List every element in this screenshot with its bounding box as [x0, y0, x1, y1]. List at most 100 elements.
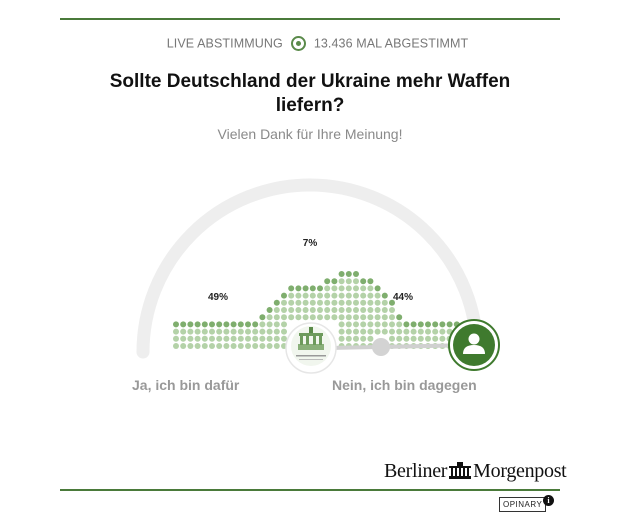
vote-dot	[173, 335, 179, 342]
vote-dot	[345, 292, 352, 299]
vote-dot	[223, 328, 230, 335]
user-icon	[463, 333, 485, 354]
yes-percentage: 49%	[208, 292, 228, 303]
vote-dot	[432, 335, 439, 342]
vote-dot	[295, 292, 302, 299]
vote-dot	[281, 314, 287, 321]
vote-dot	[353, 299, 359, 306]
vote-dot	[266, 307, 273, 313]
vote-dot	[281, 328, 287, 335]
vote-dot	[252, 328, 259, 335]
opinary-logo[interactable]: OPINARY	[499, 497, 547, 512]
vote-dot	[338, 278, 345, 285]
vote-dot	[281, 292, 287, 299]
vote-dot	[245, 335, 251, 342]
vote-dot	[374, 285, 381, 292]
vote-dot	[237, 343, 244, 349]
bottom-divider	[60, 489, 560, 491]
vote-dot	[252, 343, 259, 349]
vote-dot	[237, 321, 244, 328]
vote-dot	[252, 335, 259, 342]
vote-dot	[295, 285, 302, 292]
vote-dot	[273, 328, 280, 335]
vote-dot	[403, 335, 410, 342]
vote-dot	[266, 314, 273, 321]
vote-dot	[259, 335, 266, 342]
vote-dot	[194, 335, 201, 342]
vote-dot	[446, 321, 453, 328]
vote-dot	[281, 307, 287, 313]
vote-dot	[345, 314, 352, 321]
vote-dot	[273, 335, 280, 342]
vote-dot	[309, 299, 316, 306]
vote-dot	[180, 321, 187, 328]
vote-dot	[194, 343, 201, 349]
vote-dot	[237, 328, 244, 335]
vote-dot	[201, 335, 208, 342]
vote-dot	[273, 299, 280, 306]
vote-dot	[345, 285, 352, 292]
vote-dot	[345, 335, 352, 342]
meter-arc	[136, 178, 484, 359]
vote-dot	[194, 328, 201, 335]
live-label: LIVE ABSTIMMUNG	[166, 36, 283, 51]
vote-dot	[345, 278, 352, 285]
vote-dot	[230, 321, 237, 328]
vote-dot	[281, 299, 287, 306]
brand-logo[interactable]: Berliner Morgenpost	[384, 460, 567, 483]
vote-dot	[338, 321, 345, 328]
vote-dot	[324, 307, 331, 313]
user-vote-handle[interactable]	[448, 319, 500, 371]
info-icon[interactable]: i	[543, 495, 554, 506]
vote-dot	[266, 321, 273, 328]
live-indicator-icon	[290, 36, 306, 52]
top-divider	[60, 18, 560, 20]
vote-dot	[367, 292, 374, 299]
vote-dot	[216, 335, 223, 342]
vote-dot	[338, 271, 345, 277]
vote-dot	[338, 285, 345, 292]
vote-dot	[367, 278, 374, 285]
vote-dot	[201, 343, 208, 349]
vote-dot	[360, 335, 367, 342]
vote-dot	[317, 314, 323, 321]
vote-dot	[295, 299, 302, 306]
vote-dot	[417, 335, 424, 342]
slider-previous-position	[372, 338, 390, 356]
vote-dot	[389, 299, 395, 306]
vote-dot	[187, 335, 194, 342]
vote-dot	[417, 328, 424, 335]
vote-dot	[324, 299, 331, 306]
vote-dot	[338, 335, 345, 342]
answer-no[interactable]: Nein, ich bin dagegen	[332, 377, 477, 393]
vote-dot	[180, 343, 187, 349]
vote-dot	[425, 328, 431, 335]
vote-dot	[288, 292, 295, 299]
vote-dot	[439, 328, 446, 335]
gate-icon	[449, 462, 472, 479]
vote-dot	[266, 335, 273, 342]
vote-dot	[381, 314, 388, 321]
poll-question: Sollte Deutschland der Ukraine mehr Waff…	[109, 71, 511, 116]
vote-dot	[259, 314, 266, 321]
vote-dot	[389, 328, 395, 335]
vote-dot	[374, 328, 381, 335]
vote-dot	[223, 335, 230, 342]
vote-dot	[389, 321, 395, 328]
vote-dot	[338, 314, 345, 321]
vote-dot	[367, 328, 374, 335]
vote-dot	[302, 314, 309, 321]
vote-dot	[309, 292, 316, 299]
brand-badge	[285, 322, 337, 374]
vote-dot	[302, 292, 309, 299]
vote-dot	[317, 307, 323, 313]
vote-count-label: 13.436 MAL ABGESTIMMT	[313, 36, 469, 51]
vote-dot	[173, 328, 179, 335]
vote-dot	[302, 307, 309, 313]
vote-dot	[374, 299, 381, 306]
vote-dot	[381, 292, 388, 299]
vote-dot	[273, 343, 280, 349]
vote-dot	[374, 321, 381, 328]
answer-yes[interactable]: Ja, ich bin dafür	[132, 377, 240, 393]
